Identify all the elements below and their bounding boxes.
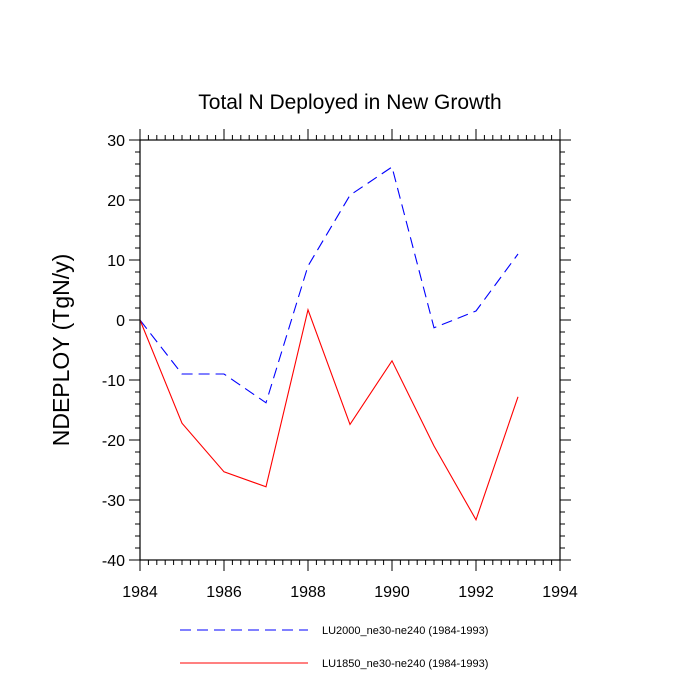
series-line-1 (139, 166, 519, 404)
y-tick-label: 10 (107, 253, 125, 270)
x-tick-label: 1988 (290, 584, 326, 601)
y-tick-label: -20 (102, 433, 125, 450)
x-tick-label: 1994 (542, 584, 578, 601)
x-tick-label: 1990 (374, 584, 410, 601)
axis-ticks (129, 129, 571, 571)
y-tick-label: -30 (102, 493, 125, 510)
y-tick-label: -10 (102, 373, 125, 390)
legend-label-1: LU2000_ne30-ne240 (1984-1993) (322, 625, 488, 637)
plot-lines (139, 166, 519, 522)
y-axis-label: NDEPLOY (TgN/y) (48, 254, 74, 447)
axis-tick-labels: 1984 1986 1988 1990 1992 1994 -40 -30 -20 -10 0 10 2… (102, 133, 578, 601)
legend: LU2000_ne30-ne240 (1984-1993) LU1850_ne30… (180, 625, 488, 670)
series-line-2 (139, 307, 519, 522)
x-tick-label: 1992 (458, 584, 494, 601)
y-tick-label: 30 (107, 133, 125, 150)
y-tick-label: -40 (102, 553, 125, 570)
legend-label-2: LU1850_ne30-ne240 (1984-1993) (322, 658, 488, 670)
chart-title: Total N Deployed in New Growth (198, 91, 501, 114)
x-tick-label: 1984 (122, 584, 158, 601)
x-tick-label: 1986 (206, 584, 242, 601)
plot-frame (139, 139, 561, 561)
y-tick-label: 0 (116, 313, 125, 330)
y-tick-label: 20 (107, 193, 125, 210)
